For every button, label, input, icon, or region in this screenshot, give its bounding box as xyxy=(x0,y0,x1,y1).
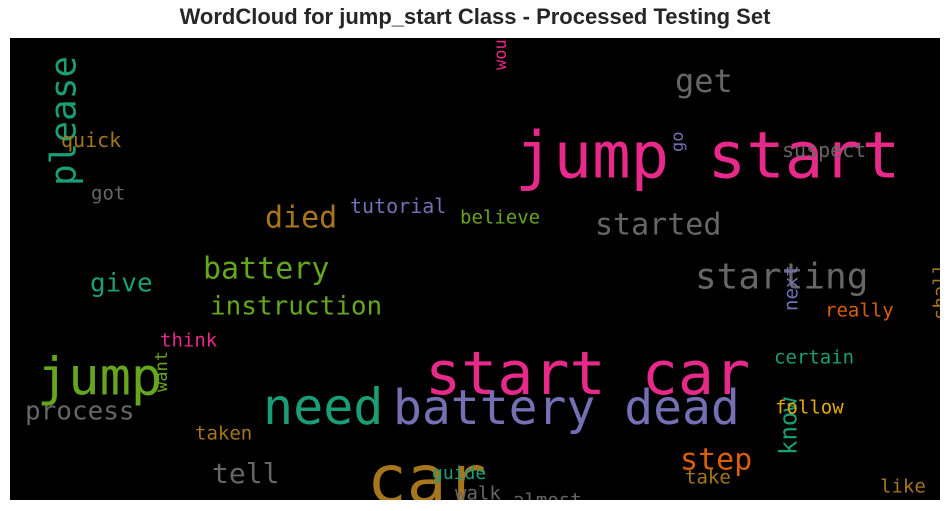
word-instruction: instruction xyxy=(210,291,382,321)
word-take: take xyxy=(685,467,731,489)
word-guide: guide xyxy=(432,463,486,484)
word-think: think xyxy=(160,330,218,352)
word-want: want xyxy=(152,351,172,392)
word-walk: walk xyxy=(455,483,501,500)
word-certain: certain xyxy=(774,347,854,369)
word-like: like xyxy=(880,476,926,498)
word-step: step xyxy=(680,443,752,478)
wordcloud-canvas: jump start start car car battery dead need ju… xyxy=(10,38,940,500)
word-tell: tell xyxy=(212,457,279,490)
word-shall: shall xyxy=(930,263,940,320)
word-car: car xyxy=(367,441,486,500)
word-got: got xyxy=(91,183,125,205)
word-battery-dead: battery dead xyxy=(393,380,740,436)
word-started: started xyxy=(595,208,721,243)
word-please: please xyxy=(44,56,85,186)
word-died: died xyxy=(265,201,337,236)
word-starting: starting xyxy=(695,257,868,298)
word-almost: almost xyxy=(513,490,582,500)
word-start-car: start car xyxy=(425,339,750,409)
word-get: get xyxy=(675,62,733,100)
chart-title: WordCloud for jump_start Class - Process… xyxy=(179,4,771,29)
word-give: give xyxy=(90,268,153,298)
word-suspect: suspect xyxy=(782,138,866,162)
word-follow: follow xyxy=(775,397,844,419)
word-next: next xyxy=(781,265,803,311)
word-jump: jump xyxy=(37,348,162,408)
word-process: process xyxy=(25,396,135,426)
word-really: really xyxy=(825,300,894,322)
word-know: know xyxy=(775,397,803,455)
word-go: go xyxy=(668,132,688,152)
word-taken: taken xyxy=(195,423,252,445)
word-quick: quick xyxy=(61,128,121,152)
word-need: need xyxy=(263,378,383,436)
word-believe: believe xyxy=(460,207,540,229)
word-battery: battery xyxy=(203,252,329,287)
word-jump-start: jump start xyxy=(515,119,900,193)
word-would: would xyxy=(491,38,511,70)
word-tutorial: tutorial xyxy=(350,194,446,218)
